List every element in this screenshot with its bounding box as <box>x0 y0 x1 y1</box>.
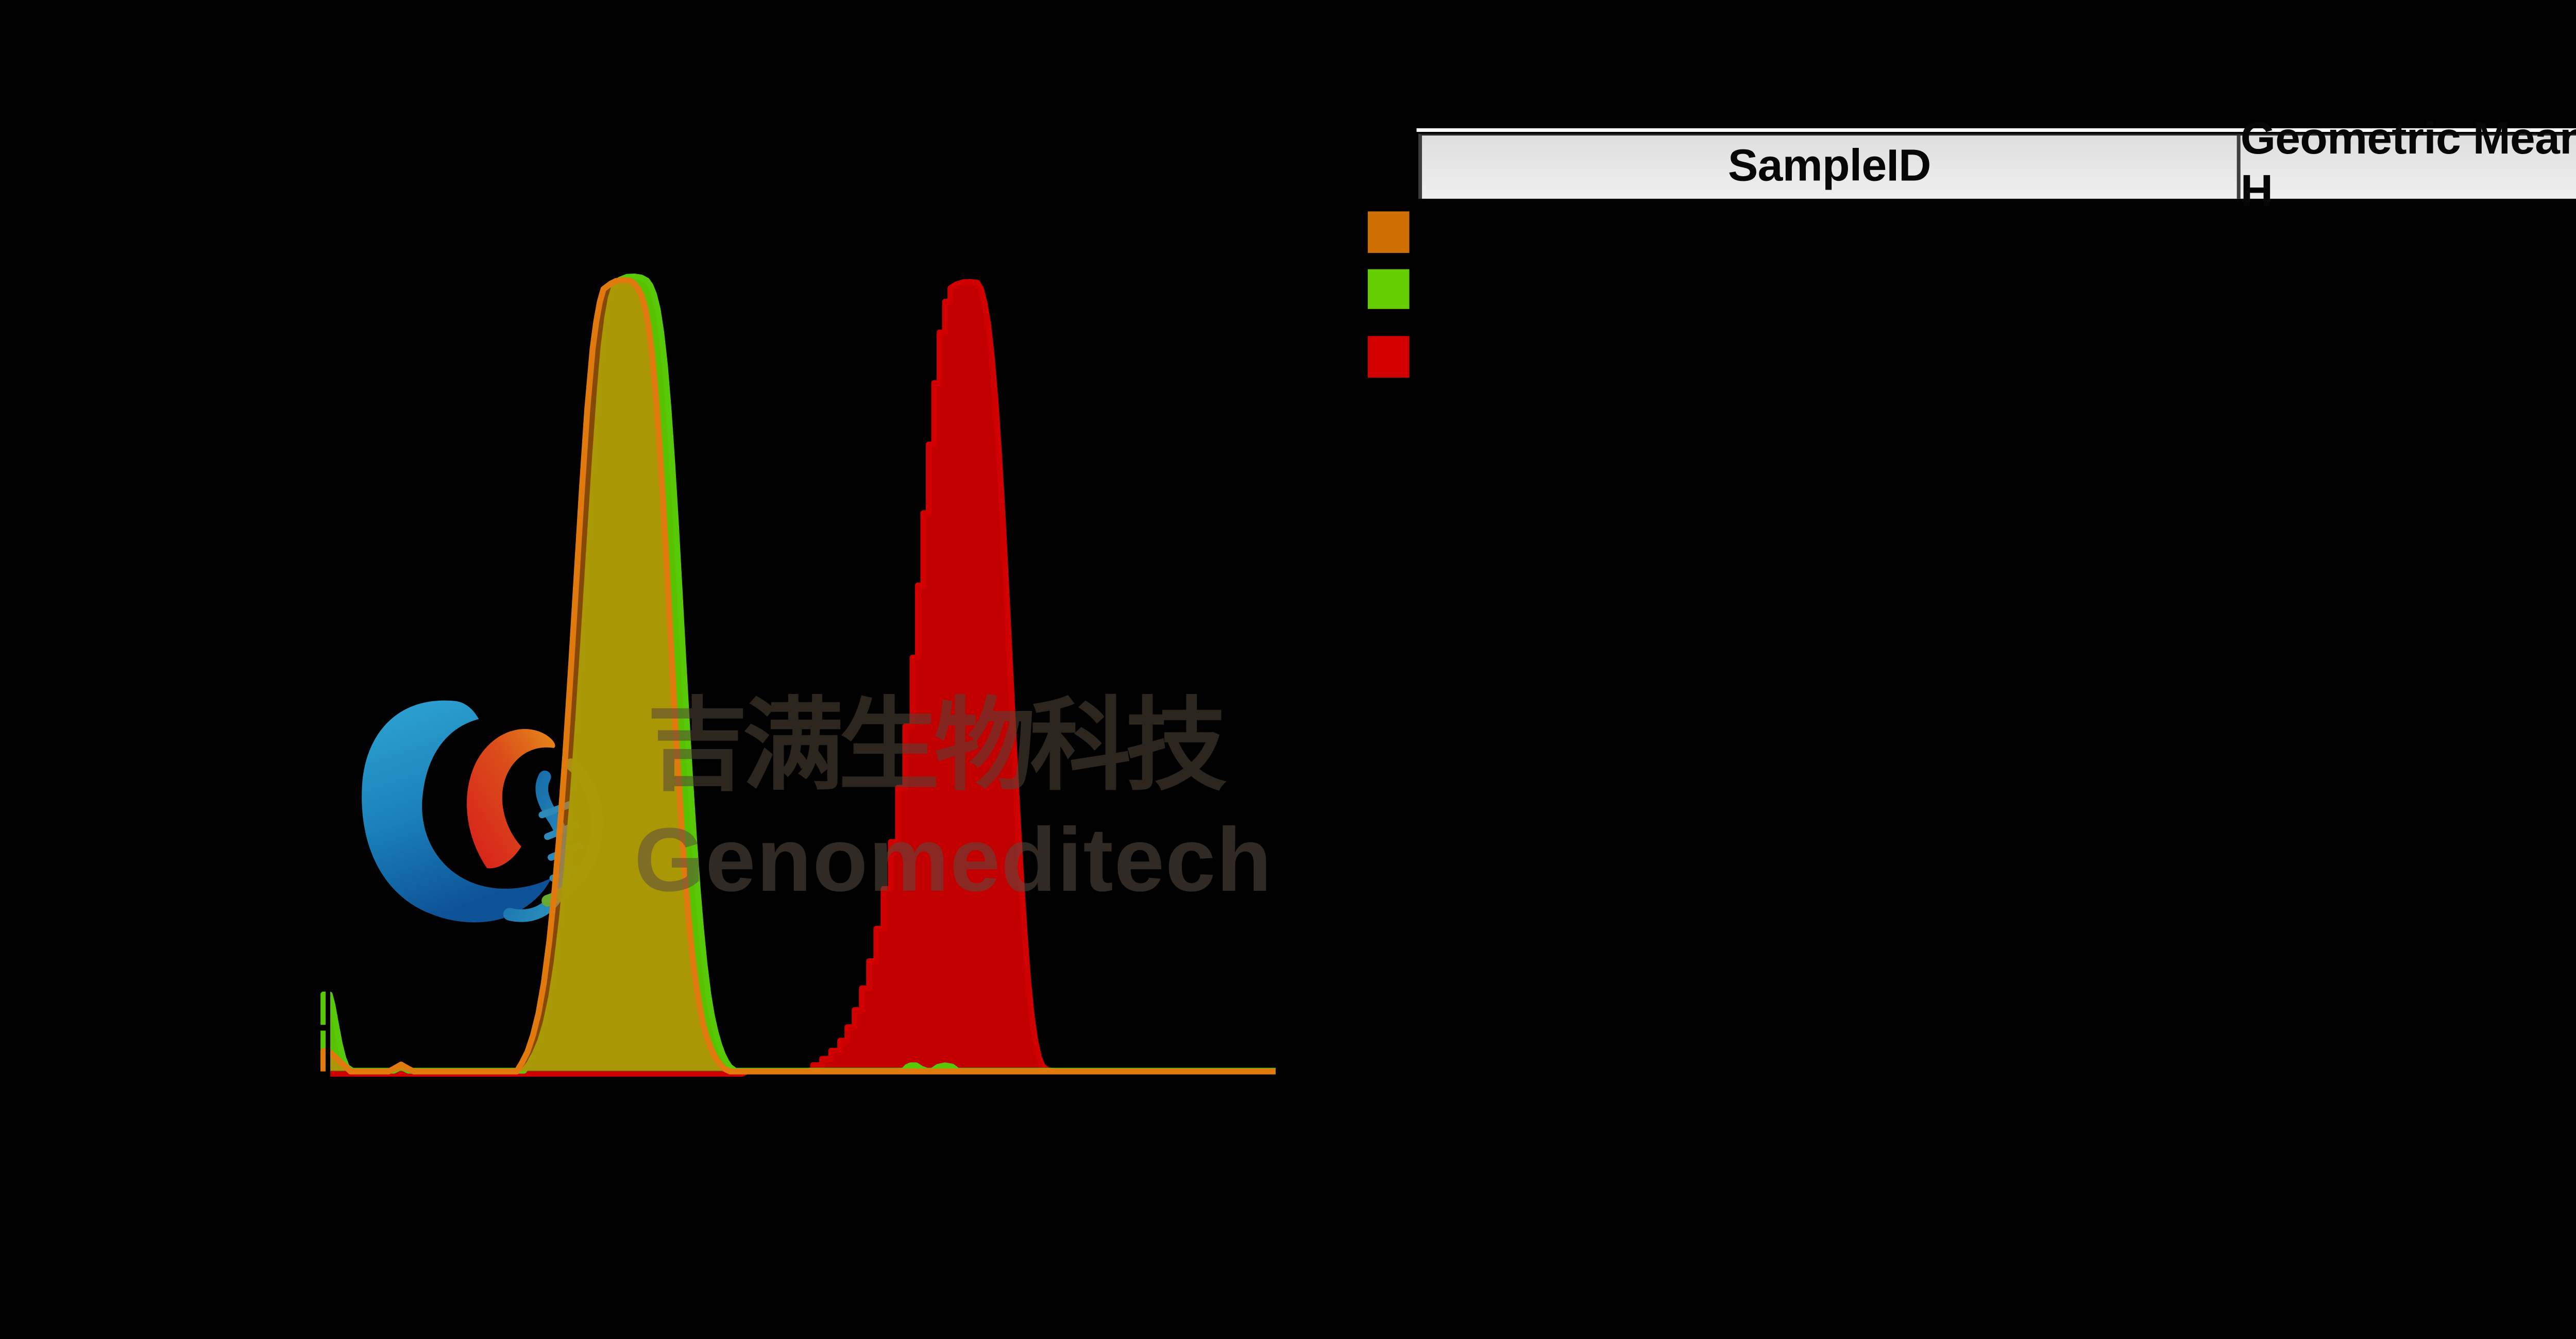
sample-orange-outline <box>320 277 1276 1075</box>
x-axis-line <box>323 1076 1278 1081</box>
sample-green-fill <box>323 276 1276 1071</box>
watermark-latin-text: Genomeditech <box>634 809 1273 911</box>
stats-table: SampleID Geometric Mean : R675-H <box>1418 114 2576 217</box>
histogram-series <box>320 273 1276 1077</box>
sample-red-outline <box>327 279 1276 1077</box>
y-axis-line <box>325 252 331 1081</box>
axis-tick <box>319 1025 326 1031</box>
watermark-cjk-text: 吉满生物科技 <box>647 688 1227 806</box>
logo-blue-swirl <box>362 700 551 923</box>
sample-orange-fill <box>323 280 1276 1072</box>
logo-red-teardrop <box>467 729 555 869</box>
sample-red-fill <box>327 282 1276 1075</box>
legend-swatch <box>1367 336 1409 377</box>
column-header-sampleid: SampleID <box>1727 140 1931 191</box>
sample-green-outline <box>320 273 1276 1074</box>
column-header-geometric-mean: Geometric Mean : R675-H <box>2236 114 2576 217</box>
table-top-border <box>1416 127 2576 132</box>
legend-swatch <box>1367 211 1409 252</box>
plot-axes <box>319 252 1278 1081</box>
legend-swatch <box>1367 268 1409 309</box>
